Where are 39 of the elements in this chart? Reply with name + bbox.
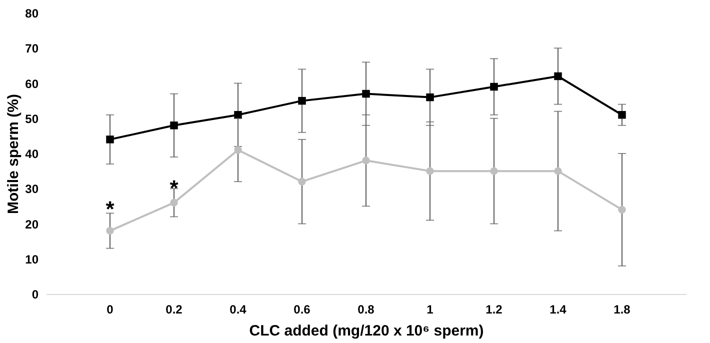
- point: [170, 198, 178, 207]
- point: [618, 206, 626, 214]
- annotation: *: [170, 176, 179, 201]
- x-tick-label: 0: [106, 302, 114, 316]
- point: [426, 93, 434, 102]
- point: [106, 226, 114, 235]
- y-tick-label: 20: [25, 217, 39, 232]
- y-tick-label: 50: [25, 112, 39, 126]
- x-tick-label: 0.6: [294, 302, 311, 316]
- x-tick-label: 1.2: [486, 302, 503, 316]
- point: [362, 156, 370, 164]
- annotation: *: [106, 196, 115, 222]
- point: [426, 167, 434, 175]
- point: [106, 136, 114, 144]
- x-tick-label: 1.4: [550, 302, 567, 316]
- point: [298, 96, 306, 105]
- point: [170, 122, 178, 130]
- point: [554, 167, 562, 175]
- point: [490, 82, 498, 91]
- x-tick-label: 0.4: [230, 302, 247, 316]
- x-tick-label: 0.8: [358, 302, 375, 316]
- x-axis-title: CLC added (mg/120 x 10⁶ sperm): [249, 322, 484, 340]
- y-tick-label: 30: [25, 182, 39, 196]
- y-tick-label: 0: [32, 288, 39, 302]
- point: [298, 178, 306, 186]
- y-tick-label: 70: [25, 42, 39, 56]
- point: [490, 167, 498, 175]
- x-tick-label: 1.8: [614, 302, 631, 316]
- y-tick-label: 60: [25, 76, 39, 91]
- point: [362, 90, 370, 98]
- x-tick-label: 1: [426, 302, 434, 316]
- point: [234, 146, 242, 154]
- y-axis-title: Motile sperm (%): [5, 94, 22, 214]
- point: [554, 72, 562, 80]
- point: [618, 110, 626, 119]
- y-tick-label: 80: [25, 6, 39, 20]
- y-tick-label: 40: [25, 147, 39, 161]
- y-tick-label: 10: [25, 252, 39, 266]
- x-tick-label: 0.2: [166, 302, 183, 316]
